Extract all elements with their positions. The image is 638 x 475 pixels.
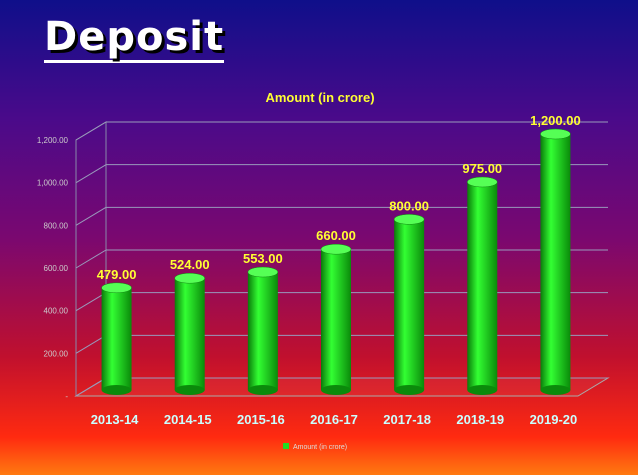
data-label: 553.00 [243, 251, 283, 266]
bar-top [247, 266, 279, 278]
x-tick-label: 2019-20 [530, 412, 578, 427]
bar [321, 249, 351, 390]
gridline-depth [75, 292, 107, 312]
x-tick-label: 2017-18 [383, 412, 431, 427]
bar-top [174, 272, 205, 284]
bar-base [467, 385, 498, 395]
chart-title: Amount (in crore) [265, 90, 374, 105]
bar [174, 278, 205, 390]
y-tick-label: 1,200.00 [37, 136, 69, 145]
bar-top [467, 176, 498, 188]
bar-base [540, 385, 571, 395]
bar-top [320, 243, 352, 255]
slide-title: Deposit [44, 14, 225, 63]
gridline-depth [75, 206, 107, 226]
x-tick-label: 2015-16 [237, 412, 285, 427]
bar-base [101, 385, 132, 395]
gridline-depth [75, 249, 107, 269]
bar [540, 134, 571, 390]
data-label: 975.00 [462, 161, 502, 176]
data-label: 1,200.00 [530, 113, 581, 128]
y-tick-label: 1,000.00 [37, 179, 69, 188]
data-label: 524.00 [170, 257, 210, 272]
bar-base [174, 385, 205, 395]
legend-swatch [283, 443, 289, 449]
data-label: 800.00 [389, 198, 429, 213]
bar-base [321, 385, 351, 395]
x-tick-label: 2018-19 [456, 412, 504, 427]
gridline-depth [75, 377, 107, 397]
x-tick-label: 2013-14 [91, 412, 139, 427]
gridline-depth [75, 334, 107, 354]
x-tick-label: 2014-15 [164, 412, 212, 427]
bar-base [394, 385, 425, 395]
bar-top [393, 214, 425, 225]
data-label: 660.00 [316, 228, 356, 243]
y-tick-label: 600.00 [44, 264, 69, 273]
gridline-depth [75, 164, 107, 184]
x-tick-label: 2016-17 [310, 412, 358, 427]
bar [101, 287, 132, 390]
y-tick-label: 400.00 [44, 307, 69, 316]
bar-top [101, 282, 132, 294]
y-tick-label: - [65, 392, 68, 401]
bar [394, 219, 425, 390]
legend-label: Amount (in crore) [293, 444, 347, 451]
bar-top [540, 128, 571, 140]
y-tick-label: 200.00 [44, 349, 69, 358]
bar-base [247, 385, 278, 395]
data-label: 479.00 [97, 267, 137, 282]
bar [247, 272, 278, 390]
y-tick-label: 800.00 [44, 221, 69, 230]
gridline-depth [75, 121, 107, 141]
bar [467, 182, 498, 390]
